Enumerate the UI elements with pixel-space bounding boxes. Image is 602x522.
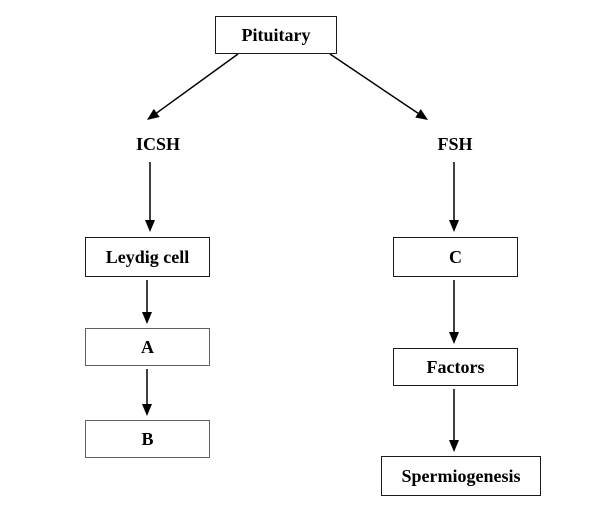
label-icsh: ICSH xyxy=(128,134,188,158)
edge-line xyxy=(157,54,238,113)
node-factors-label: Factors xyxy=(427,357,485,378)
edge-arrowhead xyxy=(145,220,155,232)
node-spermiogenesis: Spermiogenesis xyxy=(381,456,541,496)
edge-arrowhead xyxy=(147,109,160,120)
node-c-label: C xyxy=(449,247,462,268)
node-b: B xyxy=(85,420,210,458)
node-leydig: Leydig cell xyxy=(85,237,210,277)
node-spermiogenesis-label: Spermiogenesis xyxy=(402,466,521,487)
edge-arrowhead xyxy=(415,109,428,120)
node-a: A xyxy=(85,328,210,366)
node-b-label: B xyxy=(141,429,153,450)
edge-arrowhead xyxy=(449,332,459,344)
diagram-canvas: Pituitary ICSH FSH Leydig cell C A Facto… xyxy=(0,0,602,522)
node-pituitary: Pituitary xyxy=(215,16,337,54)
label-fsh: FSH xyxy=(430,134,480,158)
edge-arrowhead xyxy=(142,404,152,416)
label-fsh-text: FSH xyxy=(437,134,472,154)
label-icsh-text: ICSH xyxy=(136,134,180,154)
node-c: C xyxy=(393,237,518,277)
edge-arrowhead xyxy=(449,220,459,232)
edge-line xyxy=(330,54,418,113)
node-leydig-label: Leydig cell xyxy=(106,247,190,268)
edge-arrowhead xyxy=(449,440,459,452)
node-pituitary-label: Pituitary xyxy=(242,25,311,46)
edge-arrowhead xyxy=(142,312,152,324)
node-factors: Factors xyxy=(393,348,518,386)
node-a-label: A xyxy=(141,337,154,358)
